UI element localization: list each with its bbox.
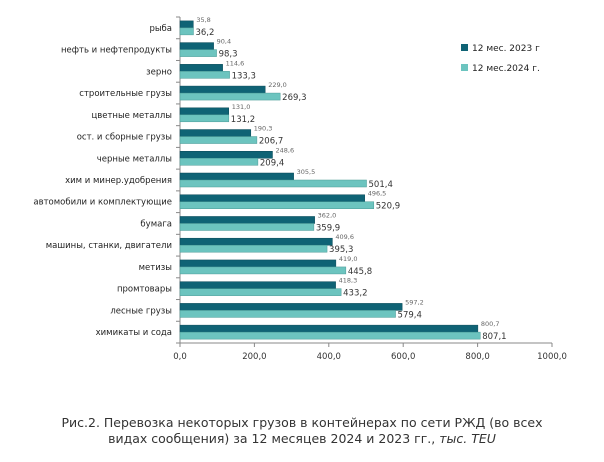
- data-label-2023: 597,2: [405, 298, 424, 306]
- x-tick-label: 400,0: [317, 352, 341, 362]
- bar-2023: [179, 129, 252, 137]
- data-label-2024: 359,9: [316, 223, 340, 233]
- caption-line-1: Рис.2. Перевозка некоторых грузов в конт…: [61, 415, 543, 430]
- x-tick-label: 0,0: [173, 352, 187, 362]
- bar-2023: [179, 151, 273, 159]
- data-label-2024: 579,4: [398, 310, 422, 320]
- category-label: рыба: [149, 24, 172, 34]
- data-label-2024: 501,4: [369, 180, 393, 190]
- x-tick-label: 200,0: [242, 352, 266, 362]
- category-label: лесные грузы: [110, 306, 172, 316]
- data-label-2024: 445,8: [348, 267, 372, 277]
- bar-2024: [179, 136, 258, 144]
- data-label-2024: 269,3: [282, 93, 306, 103]
- bar-2024: [179, 331, 481, 340]
- bar-2023: [179, 20, 194, 29]
- bar-2024: [179, 223, 315, 231]
- data-label-2023: 90,4: [217, 38, 231, 46]
- data-label-2023: 419,0: [339, 255, 358, 263]
- category-label: бумага: [140, 219, 172, 229]
- category-label: цветные металлы: [91, 111, 172, 121]
- data-label-2023: 409,6: [335, 233, 354, 241]
- caption-line-2: видах сообщения) за 12 месяцев 2024 и 20…: [108, 431, 440, 446]
- category-label: ост. и сборные грузы: [77, 133, 172, 143]
- category-label: хим и минер.удобрения: [65, 176, 172, 186]
- category-label: черные металлы: [97, 154, 172, 164]
- x-tick-label: 600,0: [391, 352, 415, 362]
- data-label-2023: 131,0: [232, 103, 251, 111]
- bar-2024: [179, 288, 342, 296]
- legend-swatch: [461, 64, 468, 71]
- data-label-2023: 496,5: [368, 190, 387, 198]
- data-label-2024: 520,9: [376, 202, 400, 212]
- bar-2023: [179, 259, 337, 268]
- category-label: автомобили и комплектующие: [33, 198, 172, 208]
- bar-2024: [179, 92, 281, 101]
- data-label-2023: 418,3: [339, 277, 358, 285]
- category-label: промтовары: [117, 285, 172, 295]
- data-label-2023: 190,3: [254, 125, 273, 133]
- data-label-2023: 248,6: [275, 146, 294, 154]
- data-label-2023: 362,0: [318, 211, 337, 219]
- bar-2023: [179, 324, 479, 333]
- bar-2023: [179, 64, 223, 72]
- bar-chart: 0,0 200,0 400,0 600,0 800,0 1000,0 рыба 35,8 36,…: [33, 16, 567, 362]
- data-label-2024: 433,2: [343, 289, 367, 299]
- category-label: химикаты и сода: [96, 328, 172, 338]
- bar-2023: [179, 281, 336, 289]
- data-label-2024: 807,1: [482, 332, 506, 342]
- bar-2024: [179, 310, 396, 318]
- legend-label: 12 мес.2024 г.: [472, 64, 540, 74]
- bar-2023: [179, 85, 266, 94]
- bar-2023: [179, 42, 214, 50]
- bar-2023: [179, 216, 315, 224]
- data-label-2024: 209,4: [260, 158, 284, 168]
- data-label-2024: 36,2: [195, 28, 214, 38]
- data-label-2023: 305,5: [297, 168, 316, 176]
- bar-2024: [179, 201, 375, 209]
- data-label-2023: 800,7: [481, 320, 500, 328]
- bar-2024: [179, 158, 259, 166]
- category-label: нефть и нефтепродукты: [61, 46, 172, 56]
- data-label-2024: 131,2: [231, 115, 255, 125]
- data-label-2024: 206,7: [259, 137, 283, 147]
- x-tick-label: 1000,0: [537, 352, 567, 362]
- category-label: зерно: [146, 67, 172, 77]
- bar-2023: [179, 107, 229, 116]
- bar-2024: [179, 114, 230, 123]
- bar-2023: [179, 194, 365, 202]
- bar-2024: [179, 71, 230, 79]
- data-label-2024: 98,3: [219, 50, 238, 60]
- bar-2023: [179, 303, 403, 311]
- figure-caption: Рис.2. Перевозка некоторых грузов в конт…: [0, 415, 604, 447]
- bar-2024: [179, 49, 217, 57]
- x-tick-label: 800,0: [465, 352, 489, 362]
- category-label: метизы: [139, 263, 172, 273]
- legend-swatch: [461, 44, 468, 51]
- category-label: машины, станки, двигатели: [46, 241, 172, 251]
- bar-2023: [179, 172, 294, 181]
- data-label-2023: 35,8: [196, 16, 210, 24]
- bar-2023: [179, 237, 333, 246]
- caption-unit: тыс. TEU: [439, 431, 496, 446]
- category-label: строительные грузы: [79, 89, 172, 99]
- data-label-2024: 133,3: [232, 71, 256, 81]
- bar-2024: [179, 27, 194, 36]
- bar-2024: [179, 179, 367, 188]
- legend-label: 12 мес. 2023 г: [472, 44, 540, 54]
- data-label-2023: 229,0: [268, 81, 287, 89]
- bar-2024: [179, 244, 328, 253]
- data-label-2023: 114,6: [226, 59, 245, 67]
- bar-2024: [179, 266, 347, 275]
- data-label-2024: 395,3: [329, 245, 353, 255]
